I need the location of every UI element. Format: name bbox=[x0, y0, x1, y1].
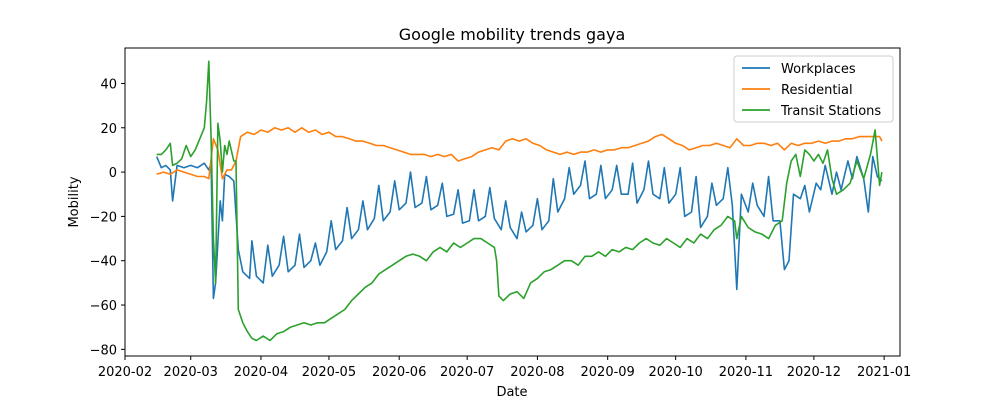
legend: Workplaces Residential Transit Stations bbox=[733, 55, 894, 123]
x-tick-label: 2021-01 bbox=[857, 365, 911, 380]
plot-lines bbox=[155, 60, 883, 342]
x-tick-label: 2020-07 bbox=[440, 365, 494, 380]
x-tick-label: 2020-06 bbox=[372, 365, 426, 380]
x-tick-label: 2020-10 bbox=[648, 365, 702, 380]
x-tick-label: 2020-12 bbox=[787, 365, 841, 380]
x-tick-label: 2020-09 bbox=[581, 365, 635, 380]
x-axis-label: Date bbox=[496, 385, 527, 400]
y-tick-label: −40 bbox=[90, 255, 117, 270]
x-tick-label: 2020-02 bbox=[98, 365, 152, 380]
x-axis: 2020-02 2020-03 2020-04 2020-05 2020-06 2020-… bbox=[98, 356, 911, 380]
series-line-transit-stations bbox=[156, 60, 883, 342]
y-tick-label: 20 bbox=[100, 122, 117, 137]
series-line-workplaces bbox=[155, 155, 883, 300]
y-tick-label: −80 bbox=[90, 343, 117, 358]
y-tick-label: 40 bbox=[100, 77, 117, 92]
chart-title: Google mobility trends gaya bbox=[399, 25, 626, 44]
legend-label: Transit Stations bbox=[780, 104, 881, 119]
series-line-residential bbox=[156, 127, 883, 180]
plot-frame bbox=[124, 47, 901, 357]
legend-box bbox=[733, 55, 894, 123]
x-tick-label: 2020-04 bbox=[234, 365, 288, 380]
y-axis: −80 −60 −40 −20 0 20 40 bbox=[90, 77, 125, 358]
y-axis-label: Mobility bbox=[67, 176, 82, 227]
y-tick-label: 0 bbox=[109, 166, 117, 181]
x-tick-label: 2020-08 bbox=[510, 365, 564, 380]
x-tick-label: 2020-11 bbox=[719, 365, 773, 380]
y-tick-label: −60 bbox=[90, 299, 117, 314]
legend-label: Residential bbox=[781, 83, 853, 98]
y-tick-label: −20 bbox=[90, 210, 117, 225]
x-tick-label: 2020-03 bbox=[164, 365, 218, 380]
legend-label: Workplaces bbox=[781, 62, 856, 77]
x-tick-label: 2020-05 bbox=[302, 365, 356, 380]
